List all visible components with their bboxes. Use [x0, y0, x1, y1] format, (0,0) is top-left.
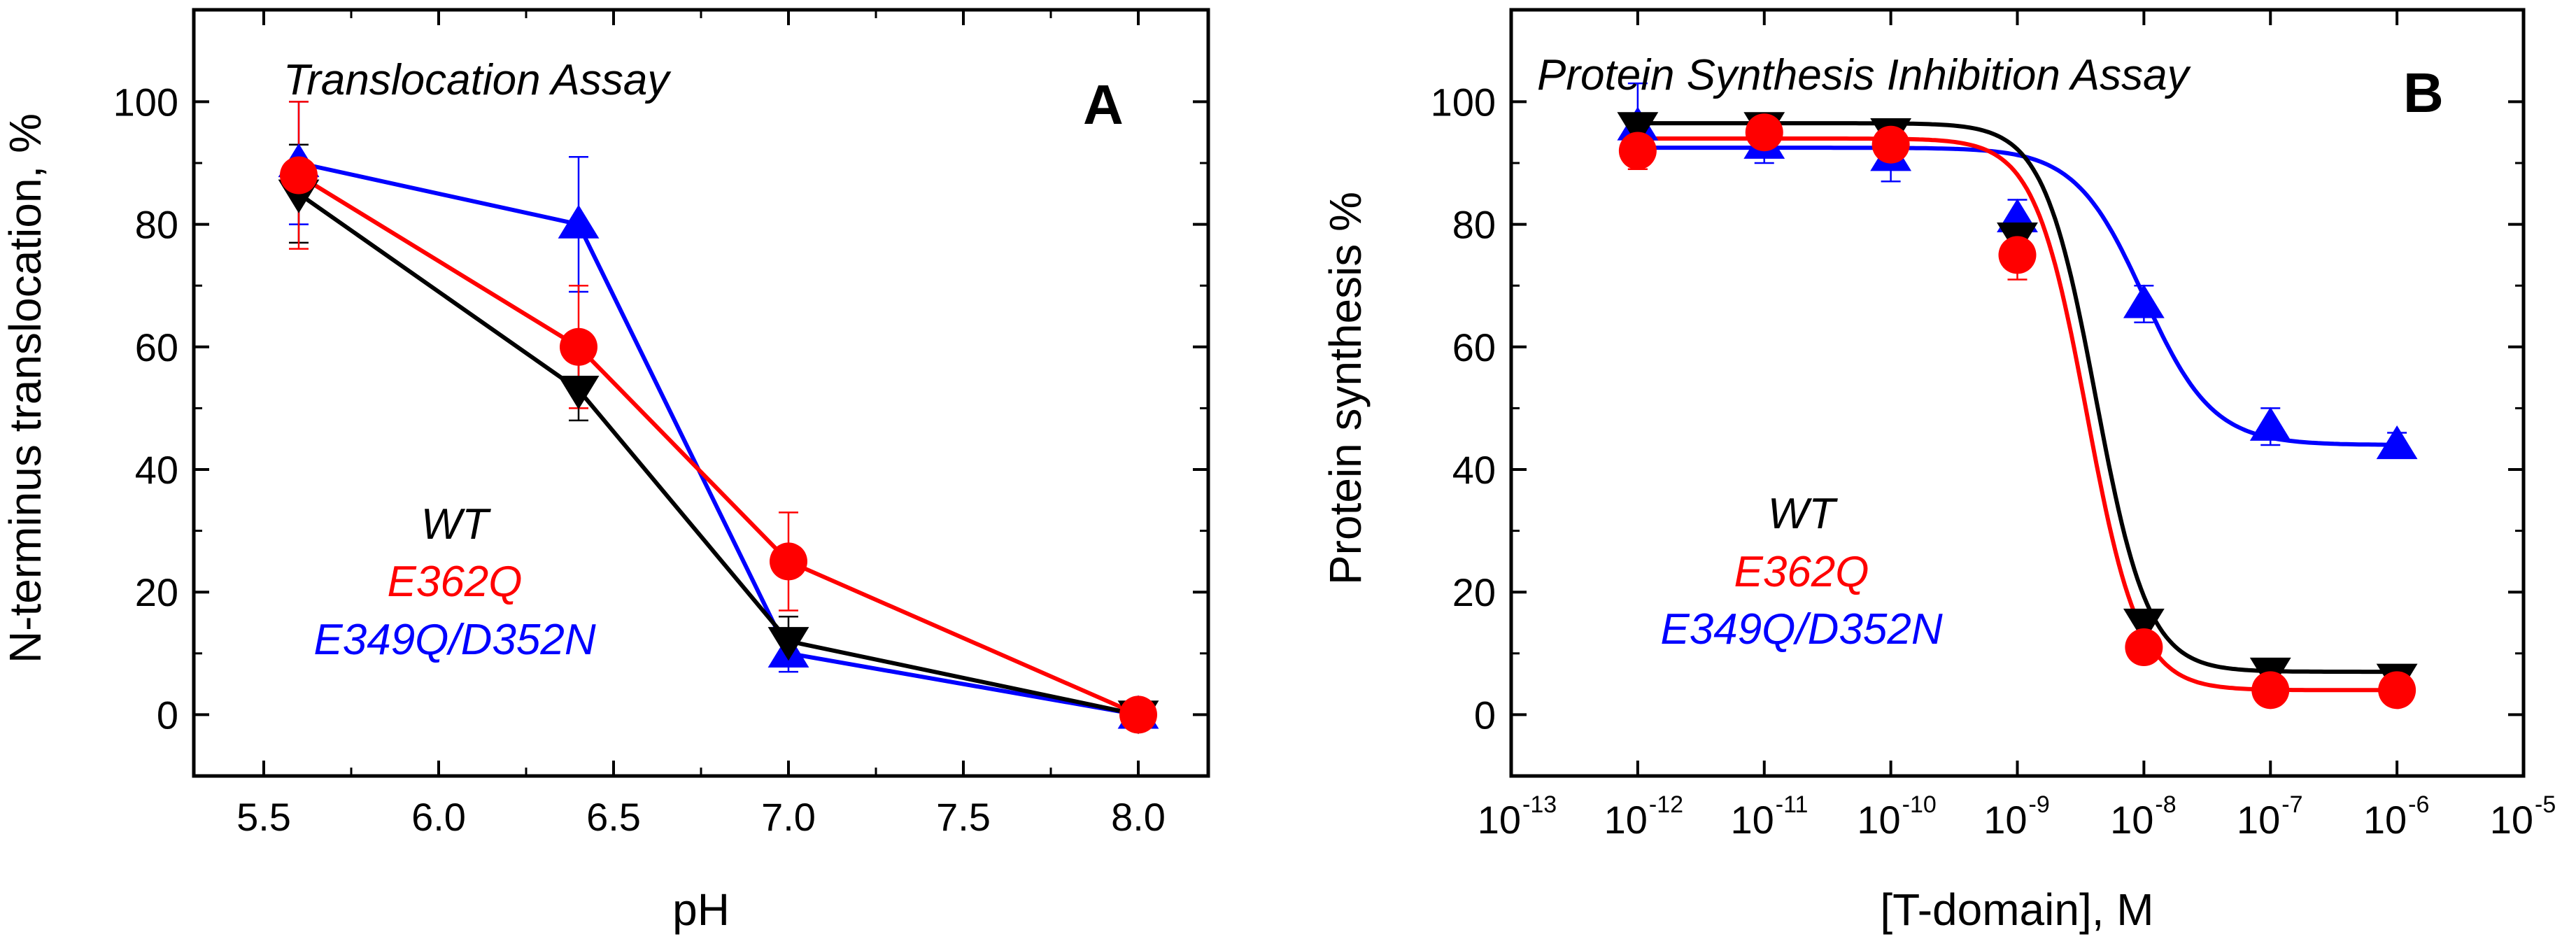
panel-a-x-tick-label: 5.5	[236, 795, 291, 839]
panel-a-legend-e362q: E362Q	[387, 558, 522, 606]
panel-a-data-point	[558, 375, 600, 410]
panel-b-data-point	[2249, 407, 2291, 441]
panel-b-data-point	[2378, 671, 2416, 710]
panel-a-legend-wt: WT	[421, 500, 492, 549]
panel-a-data-point	[560, 327, 597, 366]
panel-a-legend-e349q-d352n: E349Q/D352N	[313, 616, 595, 664]
panel-a-x-ticks: 5.5 6.0 6.5 7.0 7.5 8.0	[236, 10, 1166, 839]
panel-b-legend-e362q: E362Q	[1734, 548, 1869, 596]
panel-b-y-tick-label: 20	[1452, 570, 1496, 614]
panel-a-y-axis-title: N-terminus translocation, %	[0, 113, 50, 663]
panel-a-chart: 0 20 40 60 80 100 5.5 6.0 6.5 7.0 7.5 8.0 Transloc…	[0, 8, 1210, 935]
panel-b-x-tick-label: 10	[1857, 798, 1900, 842]
panel-b-x-tick-label: 10	[1604, 798, 1648, 842]
panel-b-x-tick-label: 10	[2363, 798, 2407, 842]
panel-a-data-point	[558, 204, 600, 239]
panel-b-data-point	[1871, 125, 1910, 164]
panel-b-y-tick-label: 0	[1474, 693, 1496, 737]
panel-b-y-tick-label: 40	[1452, 448, 1496, 492]
panel-b-x-tick-exponent: -5	[2535, 791, 2556, 818]
panel-a-data-point	[767, 627, 809, 661]
panel-b-data-point	[2123, 284, 2165, 318]
panel-b-x-tick-exponent: -10	[1902, 791, 1937, 818]
panel-b-legend-wt: WT	[1768, 490, 1839, 538]
panel-b-x-tick-exponent: -7	[2281, 791, 2302, 818]
panel-a-x-tick-label: 8.0	[1111, 795, 1166, 839]
panel-b-x-tick-exponent: -13	[1522, 791, 1557, 818]
panel-b-y-ticks: 0 20 40 60 80 100	[1431, 80, 2524, 777]
panel-a-data-point	[280, 156, 318, 195]
panel-b-data-point	[2376, 425, 2418, 460]
panel-b-data-point	[2125, 628, 2163, 667]
panel-a-y-tick-label: 20	[135, 570, 178, 614]
panel-a-letter: A	[1083, 73, 1124, 136]
panel-b-series	[1617, 82, 2418, 710]
panel-a-y-tick-label: 60	[135, 325, 178, 369]
panel-a-series-line	[297, 192, 1139, 717]
panel-b-letter: B	[2403, 62, 2444, 124]
panel-b-x-tick-label: 10	[1983, 798, 2027, 842]
panel-b-y-tick-label: 100	[1431, 80, 1496, 124]
panel-b-data-point	[2123, 608, 2165, 642]
panel-b-y-axis-title: Protein synthesis %	[1320, 192, 1371, 585]
panel-b-x-axis-title: [T-domain], M	[1880, 884, 2153, 935]
panel-b-x-tick-exponent: -8	[2155, 791, 2176, 818]
panel-a-x-tick-label: 6.0	[411, 795, 466, 839]
panel-b-x-tick-label: 10	[2237, 798, 2280, 842]
panel-b-legend-e349q-d352n: E349Q/D352N	[1660, 605, 1942, 654]
panel-a-y-ticks: 0 20 40 60 80 100	[113, 80, 1208, 777]
panel-a-y-tick-label: 40	[135, 448, 178, 492]
panel-a-data-point	[770, 542, 807, 581]
panel-a-series-line	[298, 161, 1139, 717]
panel-b-data-point	[1617, 112, 1659, 146]
panel-b-title: Protein Synthesis Inhibition Assay	[1537, 51, 2192, 99]
panel-a-x-tick-label: 7.5	[936, 795, 991, 839]
panel-b-data-point	[1745, 113, 1783, 152]
panel-a-x-tick-label: 6.5	[586, 795, 641, 839]
panel-b-x-tick-exponent: -6	[2408, 791, 2429, 818]
panel-b-data-point	[2251, 671, 2290, 710]
panel-b-x-tick-exponent: -12	[1649, 791, 1683, 818]
panel-a-x-tick-label: 7.0	[761, 795, 816, 839]
panel-b-y-tick-label: 60	[1452, 325, 1496, 369]
panel-b-x-tick-label: 10	[2490, 798, 2533, 842]
panel-a-y-tick-label: 80	[135, 203, 178, 247]
panel-b-x-tick-exponent: -9	[2029, 791, 2050, 818]
panel-b-data-point	[1998, 236, 2037, 274]
panel-a-x-axis-title: pH	[672, 884, 730, 935]
panel-a-series-line	[297, 173, 1140, 717]
panel-b-x-ticks: 10 -13 10 -12 10 -11 10 -10 10 -9 10 -8 10 -7 10 -6 10 -5	[1478, 10, 2556, 842]
panel-b-x-tick-exponent: -11	[1776, 791, 1809, 818]
panel-b-x-tick-label: 10	[1730, 798, 1774, 842]
panel-a-title: Translocation Assay	[283, 56, 672, 104]
panel-a-y-tick-label: 100	[113, 80, 178, 124]
panel-a-series	[278, 101, 1159, 735]
panel-b-x-tick-label: 10	[2110, 798, 2153, 842]
panel-b-data-point	[1618, 132, 1657, 170]
panel-a-data-point	[1119, 696, 1157, 734]
panel-b-y-tick-label: 80	[1452, 203, 1496, 247]
panel-a-y-tick-label: 0	[157, 693, 178, 737]
panel-b-fit-curve	[1637, 146, 2398, 447]
panel-b-x-tick-label: 10	[1478, 798, 1521, 842]
